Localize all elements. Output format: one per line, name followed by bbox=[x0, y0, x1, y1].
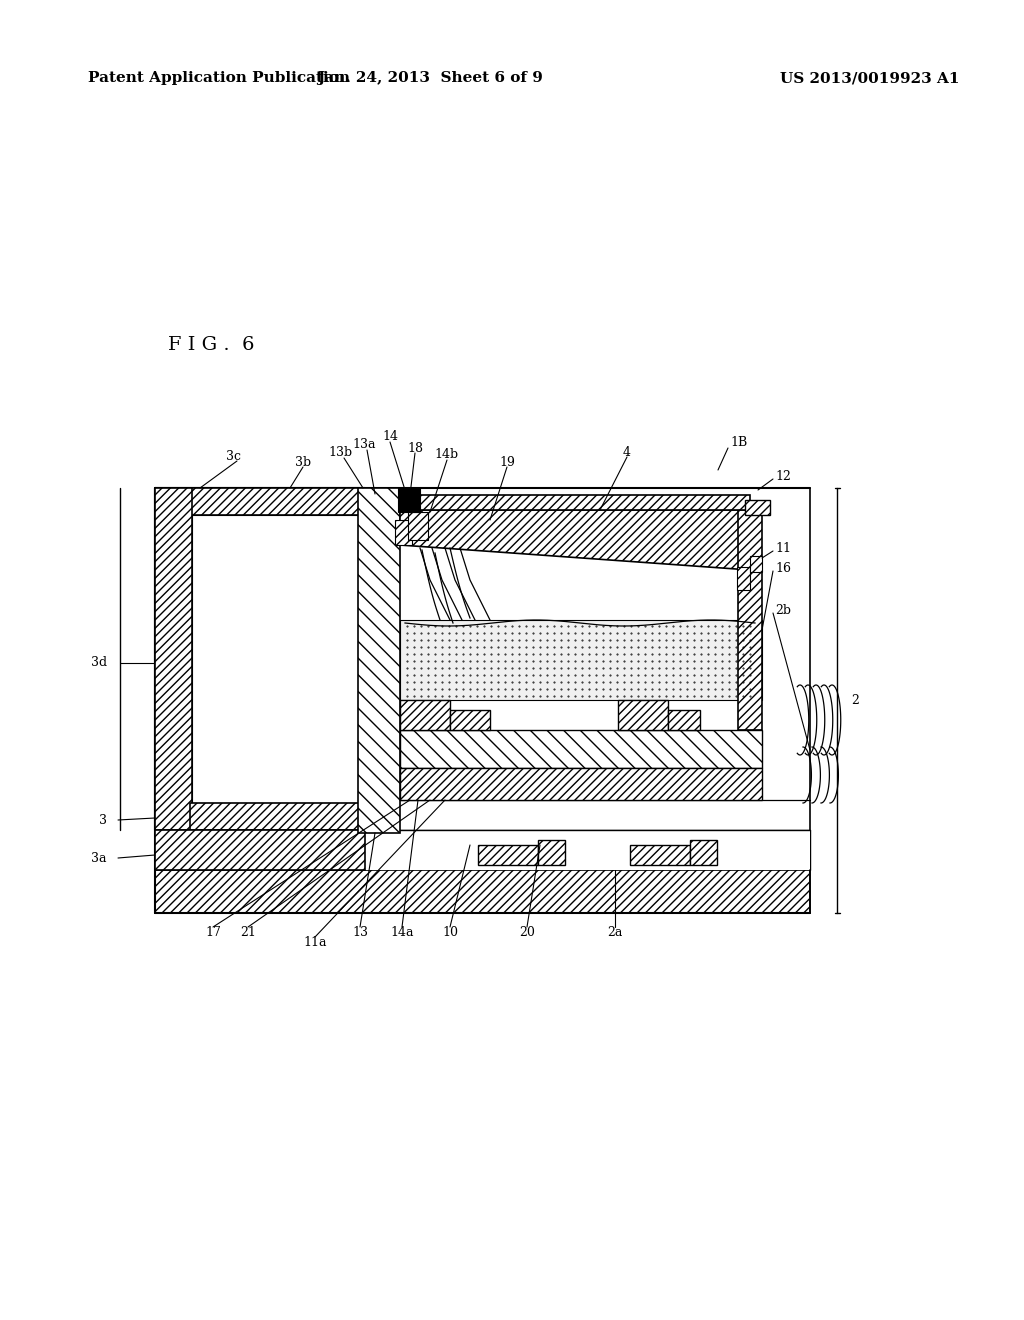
Polygon shape bbox=[400, 495, 750, 510]
Bar bbox=[400, 730, 762, 768]
Bar bbox=[400, 768, 762, 800]
Text: 2b: 2b bbox=[775, 603, 791, 616]
Bar bbox=[745, 500, 770, 515]
Text: 14b: 14b bbox=[435, 449, 459, 462]
Text: 1B: 1B bbox=[730, 437, 748, 450]
Bar bbox=[750, 556, 762, 572]
Text: 3c: 3c bbox=[226, 450, 241, 463]
Text: 17: 17 bbox=[205, 925, 221, 939]
Text: 3d: 3d bbox=[91, 656, 106, 669]
Bar bbox=[193, 515, 365, 803]
Text: 16: 16 bbox=[775, 561, 791, 574]
Text: 4: 4 bbox=[623, 446, 631, 458]
Bar bbox=[155, 830, 365, 870]
Text: 12: 12 bbox=[775, 470, 791, 483]
Text: 2: 2 bbox=[851, 693, 859, 706]
Text: 3: 3 bbox=[99, 813, 106, 826]
Text: Jan. 24, 2013  Sheet 6 of 9: Jan. 24, 2013 Sheet 6 of 9 bbox=[317, 71, 543, 84]
Text: 13a: 13a bbox=[352, 438, 376, 451]
Text: US 2013/0019923 A1: US 2013/0019923 A1 bbox=[780, 71, 959, 84]
Bar bbox=[155, 830, 810, 870]
Bar bbox=[395, 520, 412, 545]
Bar bbox=[400, 700, 450, 730]
Bar bbox=[365, 830, 810, 870]
Text: 18: 18 bbox=[407, 441, 423, 454]
Bar bbox=[155, 870, 810, 913]
Text: 13: 13 bbox=[352, 925, 368, 939]
Text: 3b: 3b bbox=[295, 455, 311, 469]
Bar bbox=[737, 568, 750, 590]
Text: Patent Application Publication: Patent Application Publication bbox=[88, 71, 350, 84]
Text: 13b: 13b bbox=[328, 446, 352, 459]
Bar bbox=[450, 710, 490, 730]
Text: 3a: 3a bbox=[91, 851, 106, 865]
Bar bbox=[668, 710, 700, 730]
Text: 11: 11 bbox=[775, 541, 791, 554]
Text: 14: 14 bbox=[382, 430, 398, 444]
Bar bbox=[478, 845, 538, 865]
Bar bbox=[738, 510, 762, 730]
Text: 14a: 14a bbox=[390, 925, 414, 939]
Bar bbox=[538, 840, 565, 865]
Bar bbox=[690, 840, 717, 865]
Bar bbox=[398, 488, 420, 512]
Polygon shape bbox=[400, 510, 750, 570]
Bar bbox=[358, 488, 400, 833]
Bar bbox=[155, 488, 193, 830]
Text: F I G .  6: F I G . 6 bbox=[168, 337, 255, 354]
Text: 10: 10 bbox=[442, 925, 458, 939]
Text: 21: 21 bbox=[240, 925, 256, 939]
Text: 20: 20 bbox=[519, 925, 535, 939]
Bar bbox=[618, 700, 668, 730]
Text: 11a: 11a bbox=[303, 936, 327, 949]
Bar bbox=[190, 488, 365, 515]
Bar bbox=[400, 620, 762, 700]
Bar bbox=[190, 803, 365, 830]
Text: 19: 19 bbox=[499, 455, 515, 469]
Bar bbox=[630, 845, 690, 865]
Text: 2a: 2a bbox=[607, 925, 623, 939]
Bar bbox=[408, 512, 428, 540]
